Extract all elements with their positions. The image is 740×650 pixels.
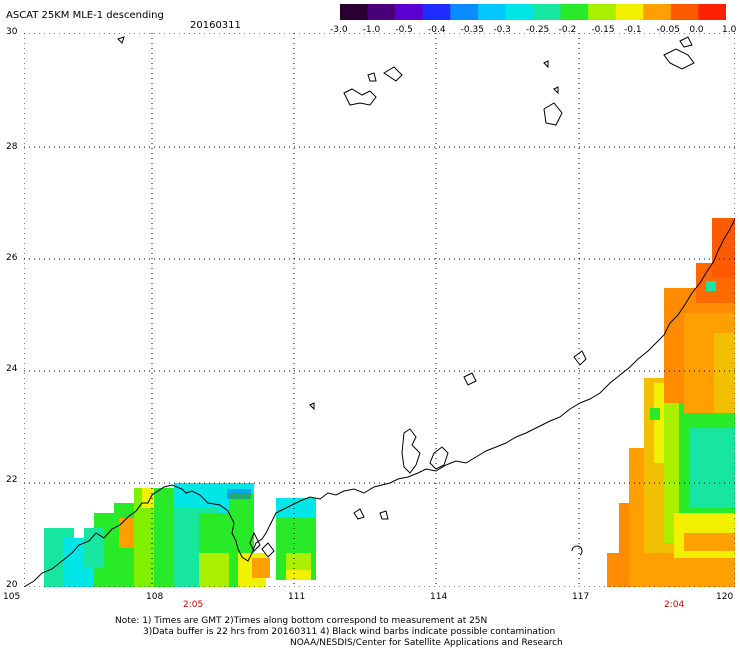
wind-swath-right [607, 218, 735, 587]
color-scale-tick-label: 1.0 [722, 25, 737, 35]
color-scale-tick-label: -0.05 [656, 25, 680, 35]
color-scale-segment [477, 4, 506, 20]
color-scale-segment [422, 4, 451, 20]
footer-note-1: Note: 1) Times are GMT 2)Times along bot… [115, 616, 488, 626]
color-scale-segment [450, 4, 479, 20]
color-scale-tick-label: -0.1 [624, 25, 642, 35]
lon-label-111: 111 [288, 592, 306, 602]
color-scale-segment [533, 4, 562, 20]
lon-label-108: 108 [146, 592, 164, 602]
lat-label-26: 26 [6, 253, 18, 263]
wind-swath-middle [276, 498, 316, 580]
color-scale-labels: -3.0 -1.0 -0.5 -0.4 -0.35 -0.3 -0.25 -0.2 -0.15-… [330, 25, 737, 37]
color-scale-tick-label: -0.3 [493, 25, 511, 35]
color-scale-tick-label: -1.0 [362, 25, 381, 35]
color-scale-tick-label: 0.0 [689, 25, 704, 35]
product-date: 20160311 [190, 20, 241, 31]
color-scale-segment [588, 4, 617, 20]
color-scale-segment [505, 4, 534, 20]
lat-lon-grid [24, 33, 735, 587]
map-plot [24, 33, 735, 587]
color-scale-tick-label: -0.2 [558, 25, 577, 35]
color-scale-segment [560, 4, 589, 20]
color-scale-tick-label: -0.35 [460, 25, 484, 35]
product-title: ASCAT 25KM MLE-1 descending [6, 10, 164, 21]
lon-label-120: 120 [716, 592, 734, 602]
color-scale-tick-label: -3.0 [330, 25, 348, 35]
color-scale-segment [670, 4, 699, 20]
pass-time-left: 2:05 [183, 600, 204, 610]
color-scale-bar [340, 4, 726, 20]
pass-time-right: 2:04 [664, 600, 685, 610]
coastline [24, 36, 735, 587]
lat-label-30: 30 [6, 27, 18, 37]
footer-credit: NOAA/NESDIS/Center for Satellite Applica… [290, 638, 563, 648]
lat-label-20: 20 [6, 580, 18, 590]
lat-label-24: 24 [6, 364, 18, 374]
color-scale-segment [698, 4, 726, 20]
lon-label-105: 105 [3, 592, 21, 602]
lon-label-114: 114 [430, 592, 448, 602]
lon-label-117: 117 [572, 592, 590, 602]
lat-label-28: 28 [6, 142, 18, 152]
color-scale-segment [643, 4, 672, 20]
color-scale-tick-label: -0.4 [428, 25, 446, 35]
wind-swath-left [44, 483, 270, 587]
lat-label-22: 22 [6, 475, 18, 485]
color-scale-segment [340, 4, 369, 20]
color-scale-segment [367, 4, 396, 20]
color-scale-tick-label: -0.15 [591, 25, 615, 35]
color-scale-segment [615, 4, 644, 20]
color-scale-segment [395, 4, 424, 20]
footer-note-2: 3)Data buffer is 22 hrs from 20160311 4)… [143, 627, 556, 637]
color-scale-tick-label: -0.5 [395, 25, 413, 35]
color-scale-tick-label: -0.25 [526, 25, 550, 35]
